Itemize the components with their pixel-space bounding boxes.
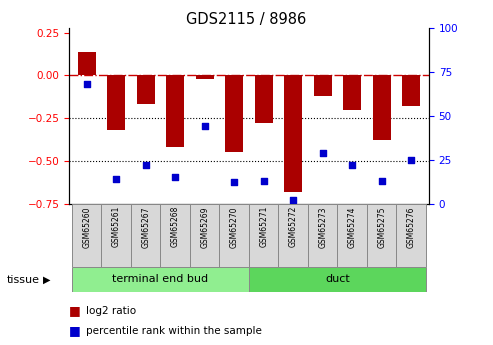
- Text: GSM65274: GSM65274: [348, 206, 357, 248]
- Text: duct: duct: [325, 275, 350, 284]
- Bar: [72, 267, 249, 292]
- Point: [348, 162, 356, 168]
- Text: tissue: tissue: [7, 275, 40, 285]
- Point: [319, 150, 327, 155]
- Text: GSM65273: GSM65273: [318, 206, 327, 248]
- Bar: [308, 204, 337, 267]
- Bar: [314, 76, 332, 96]
- Bar: [402, 76, 420, 106]
- Point: [112, 176, 120, 182]
- Text: terminal end bud: terminal end bud: [112, 275, 209, 284]
- Bar: [72, 204, 102, 267]
- Text: ■: ■: [69, 324, 81, 337]
- Bar: [338, 204, 367, 267]
- Text: GSM65261: GSM65261: [112, 206, 121, 247]
- Text: GSM65272: GSM65272: [289, 206, 298, 247]
- Bar: [255, 76, 273, 123]
- Text: percentile rank within the sample: percentile rank within the sample: [86, 326, 262, 335]
- Point: [289, 197, 297, 203]
- Text: GSM65270: GSM65270: [230, 206, 239, 248]
- Point: [378, 178, 386, 184]
- Bar: [107, 76, 125, 130]
- Bar: [190, 204, 219, 267]
- Text: GDS2115 / 8986: GDS2115 / 8986: [186, 12, 307, 27]
- Point: [171, 175, 179, 180]
- Bar: [284, 76, 302, 191]
- Text: GSM65271: GSM65271: [259, 206, 268, 247]
- Point: [83, 81, 91, 87]
- Text: ▶: ▶: [42, 275, 50, 285]
- Text: GSM65260: GSM65260: [82, 206, 91, 248]
- Point: [260, 178, 268, 184]
- Bar: [249, 204, 279, 267]
- Bar: [137, 76, 155, 105]
- Bar: [102, 204, 131, 267]
- Bar: [196, 76, 213, 79]
- Bar: [396, 204, 426, 267]
- Text: GSM65275: GSM65275: [377, 206, 386, 248]
- Text: log2 ratio: log2 ratio: [86, 306, 137, 315]
- Text: GSM65267: GSM65267: [141, 206, 150, 248]
- Bar: [343, 76, 361, 110]
- Point: [407, 157, 415, 162]
- Text: GSM65268: GSM65268: [171, 206, 180, 247]
- Text: ■: ■: [69, 304, 81, 317]
- Point: [201, 124, 209, 129]
- Bar: [161, 204, 190, 267]
- Bar: [131, 204, 160, 267]
- Text: GSM65276: GSM65276: [407, 206, 416, 248]
- Bar: [225, 76, 243, 152]
- Bar: [219, 204, 249, 267]
- Bar: [373, 76, 390, 140]
- Point: [142, 162, 150, 168]
- Text: GSM65269: GSM65269: [200, 206, 209, 248]
- Bar: [279, 204, 308, 267]
- Bar: [78, 51, 96, 76]
- Bar: [367, 204, 396, 267]
- Point: [230, 180, 238, 185]
- Bar: [166, 76, 184, 147]
- Bar: [249, 267, 426, 292]
